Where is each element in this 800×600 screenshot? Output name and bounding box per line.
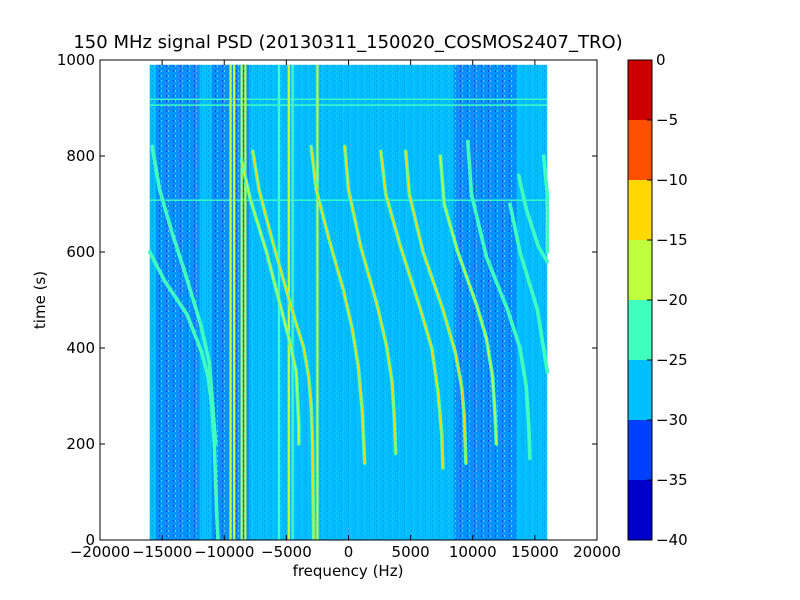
colorbar-tick-label: −15 <box>656 231 688 249</box>
trace-3 <box>252 150 315 540</box>
colorbar-segment-4 <box>628 300 652 360</box>
trace-2 <box>151 145 217 445</box>
x-tick-label: −20000 <box>70 543 130 561</box>
y-tick-label: 400 <box>66 339 95 357</box>
colorbar-segment-1 <box>628 480 652 540</box>
trace-6 <box>344 145 397 455</box>
noise-band-texture-3 <box>454 64 504 540</box>
trace-11 <box>509 203 549 373</box>
y-tick-label: 1000 <box>57 51 95 69</box>
horizontal-interference-lines <box>149 98 548 201</box>
colorbar-tick-label: −10 <box>656 171 688 189</box>
doppler-traces <box>147 139 550 540</box>
y-tick-label: 800 <box>66 147 95 165</box>
trace-10 <box>467 140 531 460</box>
noise-bands <box>149 64 548 540</box>
colorbar <box>628 60 652 540</box>
x-tick-label: −15000 <box>132 543 192 561</box>
trace-4 <box>240 160 300 445</box>
colorbar-segment-2 <box>628 420 652 480</box>
colorbar-segment-3 <box>628 360 652 420</box>
x-tick-label: 0 <box>344 543 354 561</box>
trace-8 <box>404 150 467 464</box>
colorbar-segment-5 <box>628 240 652 300</box>
trace-9 <box>439 155 498 445</box>
y-axis-label: time (s) <box>31 271 49 329</box>
x-axis-ticks: −20000 −15000 −10000 −5000 0 5000 10000 15000 20… <box>70 60 621 561</box>
x-tick-label: 10000 <box>449 543 497 561</box>
trace-7 <box>380 150 444 469</box>
y-tick-label: 200 <box>66 435 95 453</box>
colorbar-tick-label: 0 <box>656 51 666 69</box>
colorbar-tick-label: −40 <box>656 531 688 549</box>
colorbar-tick-label: −5 <box>656 111 678 129</box>
colorbar-tick-label: −20 <box>656 291 688 309</box>
x-tick-label: 5000 <box>392 543 430 561</box>
noise-band-texture-4 <box>503 64 517 540</box>
colorbar-segment-8 <box>628 60 652 120</box>
x-axis-label: frequency (Hz) <box>293 562 404 580</box>
x-tick-label: 20000 <box>573 543 621 561</box>
trace-12 <box>542 155 549 253</box>
trace-13 <box>517 174 549 263</box>
colorbar-tick-label: −25 <box>656 351 688 369</box>
colorbar-tick-label: −30 <box>656 411 688 429</box>
heatmap-plot-area <box>100 60 597 540</box>
y-tick-label: 600 <box>66 243 95 261</box>
x-tick-label: 15000 <box>511 543 559 561</box>
colorbar-ticks: 0 −5 −10 −15 −20 −25 −30 −35 −40 <box>647 51 688 549</box>
trace-5 <box>310 145 366 464</box>
y-axis-ticks: 0 200 400 600 800 1000 <box>57 51 597 549</box>
y-tick-label: 0 <box>85 531 95 549</box>
chart-title: 150 MHz signal PSD (20130311_150020_COSM… <box>73 32 622 53</box>
trace-1 <box>148 251 219 540</box>
x-tick-label: −5000 <box>261 543 312 561</box>
colorbar-segment-6 <box>628 180 652 240</box>
x-tick-label: −10000 <box>194 543 254 561</box>
colorbar-tick-label: −35 <box>656 471 688 489</box>
colorbar-segment-7 <box>628 120 652 180</box>
